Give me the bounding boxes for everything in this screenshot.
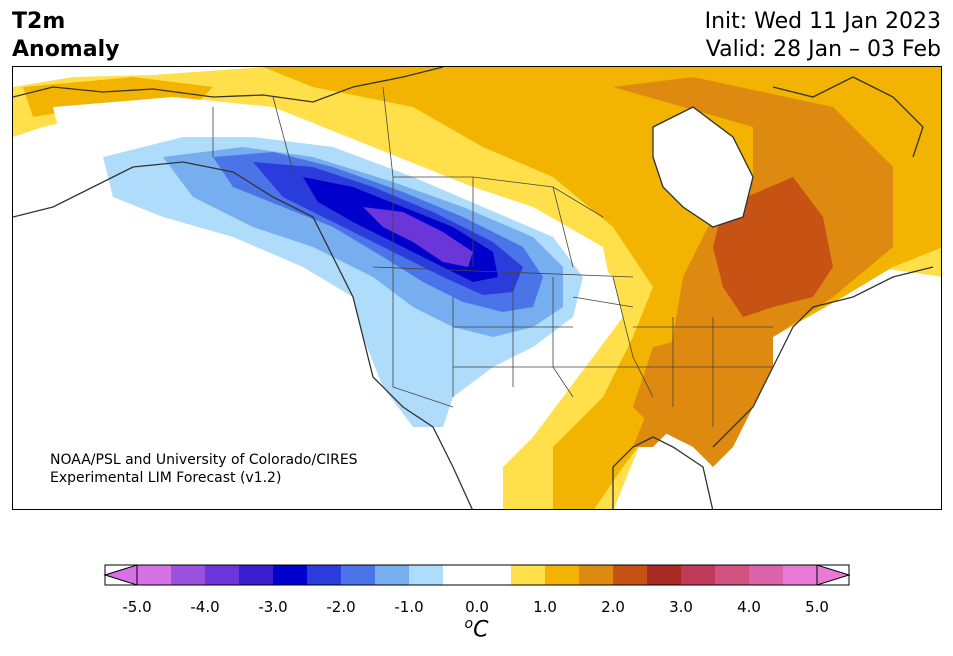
title-line-1: T2m — [12, 9, 66, 34]
colorbar-tick-label: -4.0 — [190, 598, 220, 616]
colorbar-swatch — [273, 565, 308, 585]
colorbar-tick-label: -2.0 — [326, 598, 356, 616]
colorbar-over-arrow — [816, 564, 851, 586]
coastlines — [13, 67, 934, 509]
credit-line-2: Experimental LIM Forecast (v1.2) — [50, 470, 282, 486]
colorbar — [103, 564, 851, 586]
colorbar-tick-label: 5.0 — [805, 598, 829, 616]
colorbar-outline — [104, 564, 850, 586]
colorbar-tick-label: -1.0 — [394, 598, 424, 616]
colorbar-swatch — [749, 565, 784, 585]
valid-range: Valid: 28 Jan – 03 Feb — [705, 37, 941, 62]
white-neutral-band — [53, 97, 623, 509]
colorbar-swatch — [307, 565, 342, 585]
colorbar-swatch — [715, 565, 750, 585]
map-svg — [13, 67, 941, 509]
init-date: Init: Wed 11 Jan 2023 — [704, 9, 941, 34]
colorbar-swatch — [375, 565, 410, 585]
colorbar-tick-label: 3.0 — [669, 598, 693, 616]
colorbar-swatch — [579, 565, 614, 585]
colorbar-swatch — [511, 565, 546, 585]
colorbar-swatch — [443, 565, 478, 585]
credit-text: NOAA/PSL and University of Colorado/CIRE… — [50, 451, 358, 487]
colorbar-swatch — [171, 565, 206, 585]
unit-base: C — [473, 617, 489, 643]
colorbar-tick-label: 4.0 — [737, 598, 761, 616]
colorbar-tick-label: -3.0 — [258, 598, 288, 616]
colorbar-swatch — [681, 565, 716, 585]
credit-line-1: NOAA/PSL and University of Colorado/CIRE… — [50, 452, 358, 468]
colorbar-swatch — [545, 565, 580, 585]
colorbar-swatch — [647, 565, 682, 585]
colorbar-swatch — [477, 565, 512, 585]
unit-sup: o — [464, 616, 474, 632]
colorbar-swatch — [409, 565, 444, 585]
colorbar-swatches — [137, 565, 818, 585]
colorbar-tick-label: 2.0 — [601, 598, 625, 616]
colorbar-swatch — [783, 565, 818, 585]
colorbar-tick-label: 0.0 — [465, 598, 489, 616]
colorbar-swatch — [613, 565, 648, 585]
forecast-dates: Init: Wed 11 Jan 2023 Valid: 28 Jan – 03… — [705, 8, 941, 64]
map-title: T2m Anomaly — [12, 8, 119, 64]
anomaly-map: NOAA/PSL and University of Colorado/CIRE… — [12, 66, 942, 510]
colorbar-swatch — [239, 565, 274, 585]
colorbar-tick-label: -5.0 — [122, 598, 152, 616]
colorbar-ticks: -5.0 -4.0 -3.0 -2.0 -1.0 0.0 1.0 2.0 3.0 4.0 5.0 — [0, 598, 953, 618]
colorbar-unit: oC — [0, 616, 953, 642]
colorbar-swatch — [205, 565, 240, 585]
colorbar-tick-label: 1.0 — [533, 598, 557, 616]
colorbar-under-arrow — [103, 564, 138, 586]
orange-region-southeast — [633, 317, 773, 467]
title-line-2: Anomaly — [12, 37, 120, 62]
purple-core — [363, 207, 473, 267]
colorbar-swatch — [341, 565, 376, 585]
political-borders — [212, 86, 773, 427]
colorbar-swatch — [137, 565, 172, 585]
